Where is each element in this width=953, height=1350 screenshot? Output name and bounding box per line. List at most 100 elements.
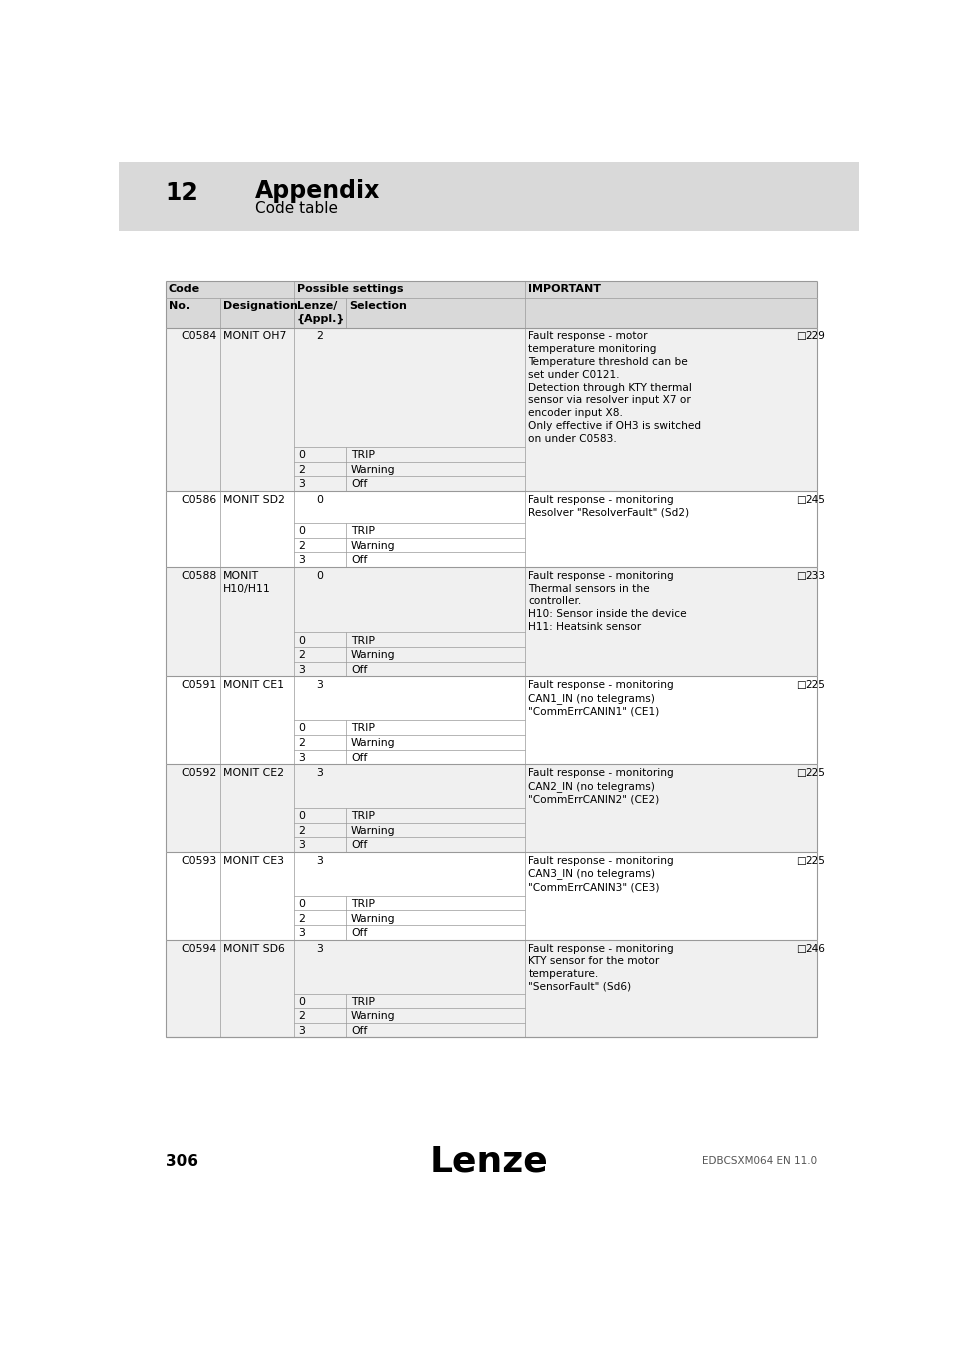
Text: 3: 3 bbox=[316, 680, 323, 690]
Text: C0593: C0593 bbox=[181, 856, 216, 865]
Text: □: □ bbox=[795, 331, 804, 342]
Text: 225: 225 bbox=[804, 768, 824, 778]
Text: MONIT SD2: MONIT SD2 bbox=[223, 494, 285, 505]
Text: Warning: Warning bbox=[351, 651, 395, 660]
Text: 0: 0 bbox=[298, 724, 305, 733]
Text: □: □ bbox=[795, 571, 804, 580]
Text: 2: 2 bbox=[298, 826, 305, 836]
Text: Fault response - monitoring
CAN1_IN (no telegrams)
"CommErrCANIN1" (CE1): Fault response - monitoring CAN1_IN (no … bbox=[528, 680, 674, 717]
Text: IMPORTANT: IMPORTANT bbox=[527, 285, 600, 294]
Text: 233: 233 bbox=[804, 571, 824, 580]
Text: 245: 245 bbox=[804, 494, 824, 505]
Text: Off: Off bbox=[351, 555, 367, 566]
Text: 2: 2 bbox=[298, 738, 305, 748]
Text: 0: 0 bbox=[298, 996, 305, 1007]
Text: MONIT SD6: MONIT SD6 bbox=[223, 944, 285, 953]
Text: TRIP: TRIP bbox=[351, 724, 375, 733]
Text: 0: 0 bbox=[298, 526, 305, 536]
Text: 306: 306 bbox=[166, 1154, 197, 1169]
Text: 3: 3 bbox=[298, 479, 305, 489]
Text: C0591: C0591 bbox=[181, 680, 216, 690]
Text: 2: 2 bbox=[316, 331, 323, 342]
Text: 0: 0 bbox=[316, 494, 323, 505]
Bar bbox=[294, 281, 524, 298]
Text: 0: 0 bbox=[298, 899, 305, 909]
Text: 3: 3 bbox=[298, 840, 305, 850]
Bar bbox=[166, 298, 220, 328]
Text: 0: 0 bbox=[298, 450, 305, 460]
Bar bbox=[166, 940, 816, 1038]
Bar bbox=[166, 676, 816, 764]
Bar bbox=[166, 491, 816, 567]
Text: Warning: Warning bbox=[351, 464, 395, 475]
Text: 3: 3 bbox=[298, 929, 305, 938]
Text: TRIP: TRIP bbox=[351, 636, 375, 645]
Text: 2: 2 bbox=[298, 1011, 305, 1022]
Text: TRIP: TRIP bbox=[351, 899, 375, 909]
Text: 0: 0 bbox=[298, 636, 305, 645]
Bar bbox=[524, 281, 816, 298]
Text: Off: Off bbox=[351, 1026, 367, 1035]
Bar bbox=[166, 328, 816, 491]
Text: C0586: C0586 bbox=[181, 494, 216, 505]
Text: Warning: Warning bbox=[351, 541, 395, 551]
Bar bbox=[166, 281, 294, 298]
Text: TRIP: TRIP bbox=[351, 450, 375, 460]
Text: Off: Off bbox=[351, 664, 367, 675]
Text: 3: 3 bbox=[298, 1026, 305, 1035]
Text: Off: Off bbox=[351, 479, 367, 489]
Text: Lenze/
{Appl.}: Lenze/ {Appl.} bbox=[296, 301, 345, 324]
Text: 0: 0 bbox=[316, 571, 323, 580]
Text: Fault response - monitoring
KTY sensor for the motor
temperature.
"SensorFault" : Fault response - monitoring KTY sensor f… bbox=[528, 944, 674, 992]
Text: 3: 3 bbox=[316, 768, 323, 778]
Text: 2: 2 bbox=[298, 541, 305, 551]
Text: MONIT OH7: MONIT OH7 bbox=[223, 331, 286, 342]
Text: Warning: Warning bbox=[351, 914, 395, 923]
Text: TRIP: TRIP bbox=[351, 526, 375, 536]
Text: 2: 2 bbox=[298, 464, 305, 475]
Text: TRIP: TRIP bbox=[351, 996, 375, 1007]
Text: 225: 225 bbox=[804, 680, 824, 690]
Text: C0594: C0594 bbox=[181, 944, 216, 953]
Text: Designation: Designation bbox=[223, 301, 297, 312]
Text: C0588: C0588 bbox=[181, 571, 216, 580]
Text: 3: 3 bbox=[316, 856, 323, 865]
Text: 0: 0 bbox=[298, 811, 305, 821]
Text: 229: 229 bbox=[804, 331, 824, 342]
Text: Fault response - motor
temperature monitoring
Temperature threshold can be
set u: Fault response - motor temperature monit… bbox=[528, 331, 700, 444]
Text: C0584: C0584 bbox=[181, 331, 216, 342]
Text: Lenze: Lenze bbox=[429, 1145, 548, 1179]
Text: 246: 246 bbox=[804, 944, 824, 953]
Text: Off: Off bbox=[351, 840, 367, 850]
Text: 225: 225 bbox=[804, 856, 824, 865]
Text: C0592: C0592 bbox=[181, 768, 216, 778]
Bar bbox=[166, 567, 816, 676]
Text: Code table: Code table bbox=[254, 201, 337, 216]
Text: 12: 12 bbox=[166, 181, 198, 205]
Text: □: □ bbox=[795, 768, 804, 778]
Text: Fault response - monitoring
CAN2_IN (no telegrams)
"CommErrCANIN2" (CE2): Fault response - monitoring CAN2_IN (no … bbox=[528, 768, 674, 805]
Text: MONIT CE3: MONIT CE3 bbox=[223, 856, 284, 865]
Bar bbox=[166, 764, 816, 852]
Text: Warning: Warning bbox=[351, 738, 395, 748]
Text: Possible settings: Possible settings bbox=[296, 285, 403, 294]
Text: MONIT CE2: MONIT CE2 bbox=[223, 768, 284, 778]
Text: 3: 3 bbox=[298, 752, 305, 763]
Text: EDBCSXM064 EN 11.0: EDBCSXM064 EN 11.0 bbox=[700, 1157, 816, 1166]
Bar bbox=[119, 162, 858, 231]
Text: Code: Code bbox=[169, 285, 200, 294]
Text: Fault response - monitoring
CAN3_IN (no telegrams)
"CommErrCANIN3" (CE3): Fault response - monitoring CAN3_IN (no … bbox=[528, 856, 674, 892]
Text: Off: Off bbox=[351, 929, 367, 938]
Text: Fault response - monitoring
Resolver "ResolverFault" (Sd2): Fault response - monitoring Resolver "Re… bbox=[528, 494, 689, 517]
Text: MONIT
H10/H11: MONIT H10/H11 bbox=[223, 571, 271, 594]
Text: 3: 3 bbox=[298, 555, 305, 566]
Text: □: □ bbox=[795, 680, 804, 690]
Text: No.: No. bbox=[169, 301, 190, 312]
Bar bbox=[166, 852, 816, 940]
Bar bbox=[294, 298, 346, 328]
Text: MONIT CE1: MONIT CE1 bbox=[223, 680, 284, 690]
Text: □: □ bbox=[795, 494, 804, 505]
Text: □: □ bbox=[795, 944, 804, 953]
Text: Selection: Selection bbox=[349, 301, 407, 312]
Bar bbox=[524, 298, 816, 328]
